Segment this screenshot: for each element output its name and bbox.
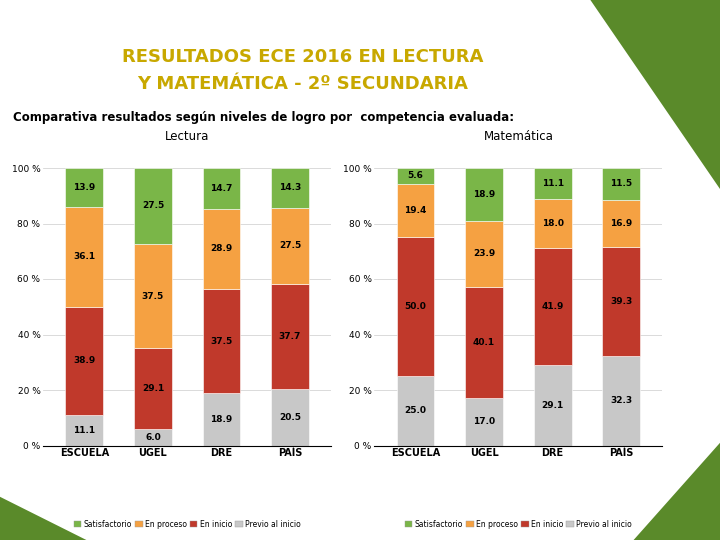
Text: 38.9: 38.9: [73, 356, 96, 365]
Text: 25.0: 25.0: [405, 406, 426, 415]
Text: 18.0: 18.0: [541, 219, 564, 228]
Polygon shape: [518, 0, 720, 189]
Bar: [603, 247, 640, 356]
Bar: [397, 238, 434, 376]
Text: 6.0: 6.0: [145, 433, 161, 442]
Bar: [134, 429, 172, 446]
Bar: [202, 289, 240, 393]
Legend: Satisfactorio, En proceso, En inicio, Previo al inicio: Satisfactorio, En proceso, En inicio, Pr…: [402, 516, 635, 531]
Text: 40.1: 40.1: [473, 338, 495, 347]
Text: 23.9: 23.9: [473, 249, 495, 258]
Text: Y MATEMÁTICA - 2º SECUNDARIA: Y MATEMÁTICA - 2º SECUNDARIA: [137, 75, 468, 93]
Text: 29.1: 29.1: [541, 401, 564, 410]
Bar: [66, 207, 103, 307]
Bar: [465, 287, 503, 399]
Bar: [603, 168, 640, 200]
Bar: [534, 364, 572, 445]
Text: 11.1: 11.1: [73, 426, 96, 435]
Text: 19.4: 19.4: [405, 206, 427, 215]
Legend: Satisfactorio, En proceso, En inicio, Previo al inicio: Satisfactorio, En proceso, En inicio, Pr…: [71, 516, 304, 531]
Bar: [603, 356, 640, 446]
Bar: [134, 168, 172, 244]
Bar: [465, 168, 503, 221]
Text: 17.0: 17.0: [473, 417, 495, 427]
Text: 13.9: 13.9: [73, 183, 96, 192]
Text: 27.5: 27.5: [279, 241, 301, 251]
Text: 39.3: 39.3: [610, 297, 632, 306]
Text: 41.9: 41.9: [541, 302, 564, 311]
Bar: [202, 168, 240, 209]
Text: 14.7: 14.7: [210, 184, 233, 193]
Polygon shape: [562, 443, 720, 540]
Text: RESULTADOS ECE 2016 EN LECTURA: RESULTADOS ECE 2016 EN LECTURA: [122, 48, 483, 66]
Bar: [271, 208, 309, 284]
Bar: [397, 376, 434, 446]
Text: 36.1: 36.1: [73, 252, 96, 261]
Bar: [603, 200, 640, 247]
Text: 18.9: 18.9: [473, 190, 495, 199]
Text: 18.9: 18.9: [210, 415, 233, 424]
Bar: [397, 168, 434, 184]
Bar: [534, 248, 572, 364]
Bar: [271, 389, 309, 446]
Text: 20.5: 20.5: [279, 413, 301, 422]
Text: 14.3: 14.3: [279, 184, 301, 192]
Bar: [202, 209, 240, 289]
Bar: [271, 168, 309, 208]
Title: Matemática: Matemática: [483, 130, 554, 143]
Text: 50.0: 50.0: [405, 302, 426, 311]
Bar: [534, 199, 572, 248]
Bar: [465, 399, 503, 445]
Bar: [202, 393, 240, 446]
Bar: [134, 348, 172, 429]
Bar: [66, 307, 103, 415]
Text: 11.5: 11.5: [610, 179, 632, 188]
Text: 5.6: 5.6: [408, 171, 423, 180]
Bar: [397, 184, 434, 238]
Bar: [271, 284, 309, 389]
Text: 32.3: 32.3: [610, 396, 632, 405]
Text: 37.5: 37.5: [210, 336, 233, 346]
Text: 37.5: 37.5: [142, 292, 164, 301]
Title: Lectura: Lectura: [165, 130, 210, 143]
Text: 28.9: 28.9: [210, 245, 233, 253]
Text: 29.1: 29.1: [142, 384, 164, 393]
Bar: [134, 244, 172, 348]
Bar: [534, 168, 572, 199]
Bar: [66, 415, 103, 446]
Text: 16.9: 16.9: [610, 219, 632, 228]
Text: Comparativa resultados según niveles de logro por  competencia evaluada:: Comparativa resultados según niveles de …: [14, 111, 515, 124]
Polygon shape: [0, 497, 86, 540]
Text: 37.7: 37.7: [279, 332, 301, 341]
Text: 11.1: 11.1: [541, 179, 564, 187]
Bar: [465, 221, 503, 287]
Bar: [66, 168, 103, 207]
Text: 27.5: 27.5: [142, 201, 164, 211]
